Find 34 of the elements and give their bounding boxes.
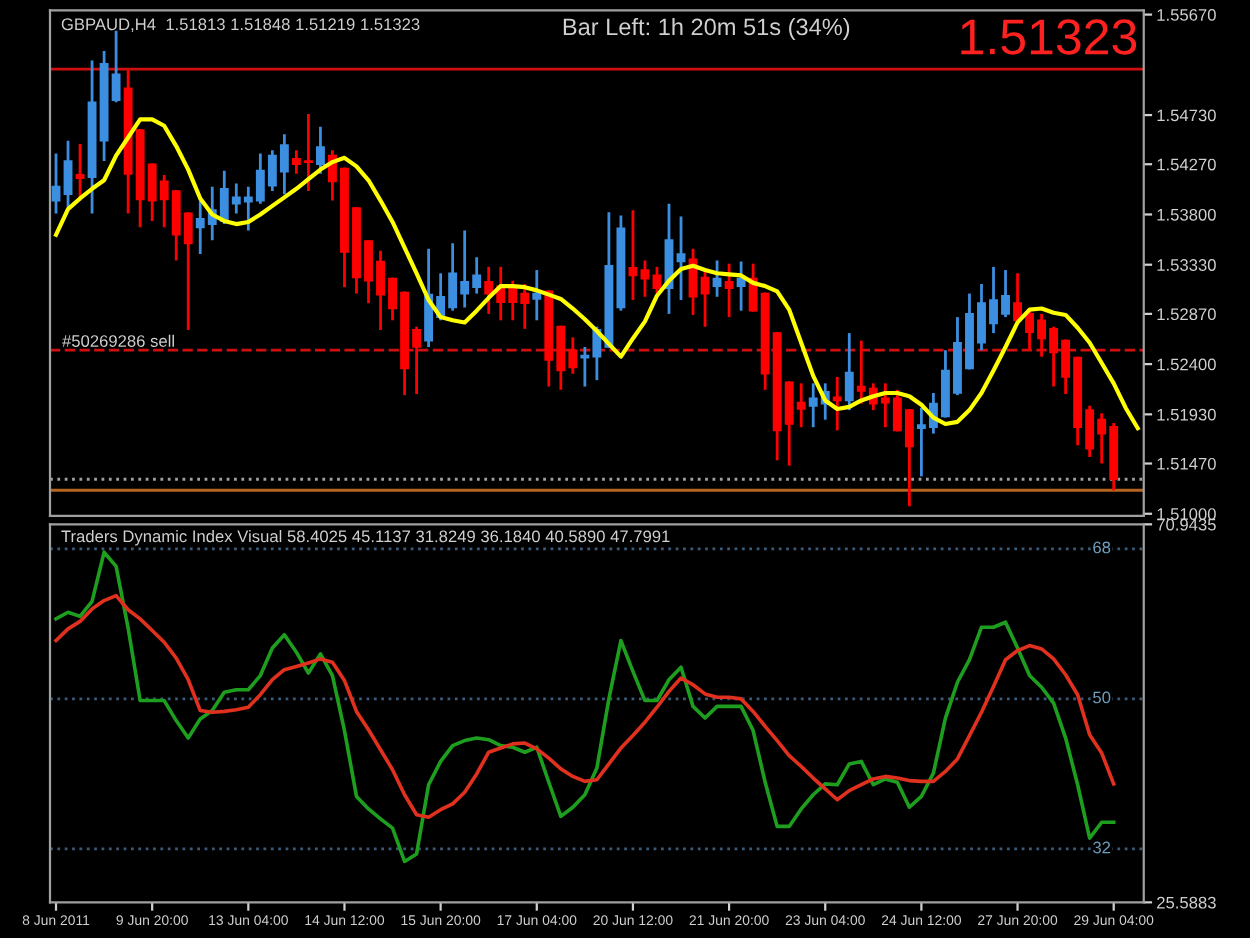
candlestick bbox=[676, 215, 686, 302]
candlestick bbox=[628, 208, 638, 302]
y-tick-label: 1.52870 bbox=[1157, 308, 1216, 321]
candlestick bbox=[315, 125, 325, 176]
y-tick-label: 25.5883 bbox=[1157, 896, 1216, 909]
ref-line-label: 68 bbox=[1093, 541, 1111, 554]
candlestick bbox=[75, 142, 85, 202]
y-tick-label: 1.54730 bbox=[1157, 109, 1216, 122]
candlestick bbox=[832, 375, 842, 432]
y-tick-label: 1.53800 bbox=[1157, 208, 1216, 221]
ref-line-label: #50269286 sell bbox=[62, 334, 174, 347]
candlestick bbox=[844, 331, 854, 412]
y-tick-label: 1.54270 bbox=[1157, 158, 1216, 171]
line-series bbox=[54, 593, 1116, 820]
annotation: Bar Left: 1h 20m 51s (34%) bbox=[563, 17, 850, 40]
line-series bbox=[54, 550, 1116, 864]
ref-line-label: 32 bbox=[1093, 841, 1111, 854]
y-tick-label: 1.52400 bbox=[1157, 358, 1216, 371]
chart-title: Traders Dynamic Index Visual 58.4025 45.1137 31.8249 36.1840 40.5890 47.7991 bbox=[61, 530, 670, 546]
line-series bbox=[53, 117, 1140, 431]
y-tick-label: 1.53330 bbox=[1157, 259, 1216, 271]
candlestick bbox=[736, 260, 746, 313]
chart-title: GBPAUD,H4 1.51813 1.51848 1.51219 1.51323 bbox=[61, 18, 420, 33]
candlestick bbox=[532, 268, 542, 322]
candlestick bbox=[724, 262, 734, 319]
candlestick bbox=[712, 259, 722, 299]
annotation: 1.51323 bbox=[961, 19, 1137, 55]
ref-line-label: 50 bbox=[1093, 691, 1111, 704]
y-tick-label: 1.51930 bbox=[1157, 408, 1216, 421]
y-tick-label: 1.51470 bbox=[1157, 457, 1216, 470]
y-tick-label: 70.9435 bbox=[1157, 518, 1216, 531]
candlestick bbox=[640, 259, 650, 299]
y-tick-label: 1.55670 bbox=[1157, 8, 1216, 21]
candlestick bbox=[63, 139, 73, 209]
